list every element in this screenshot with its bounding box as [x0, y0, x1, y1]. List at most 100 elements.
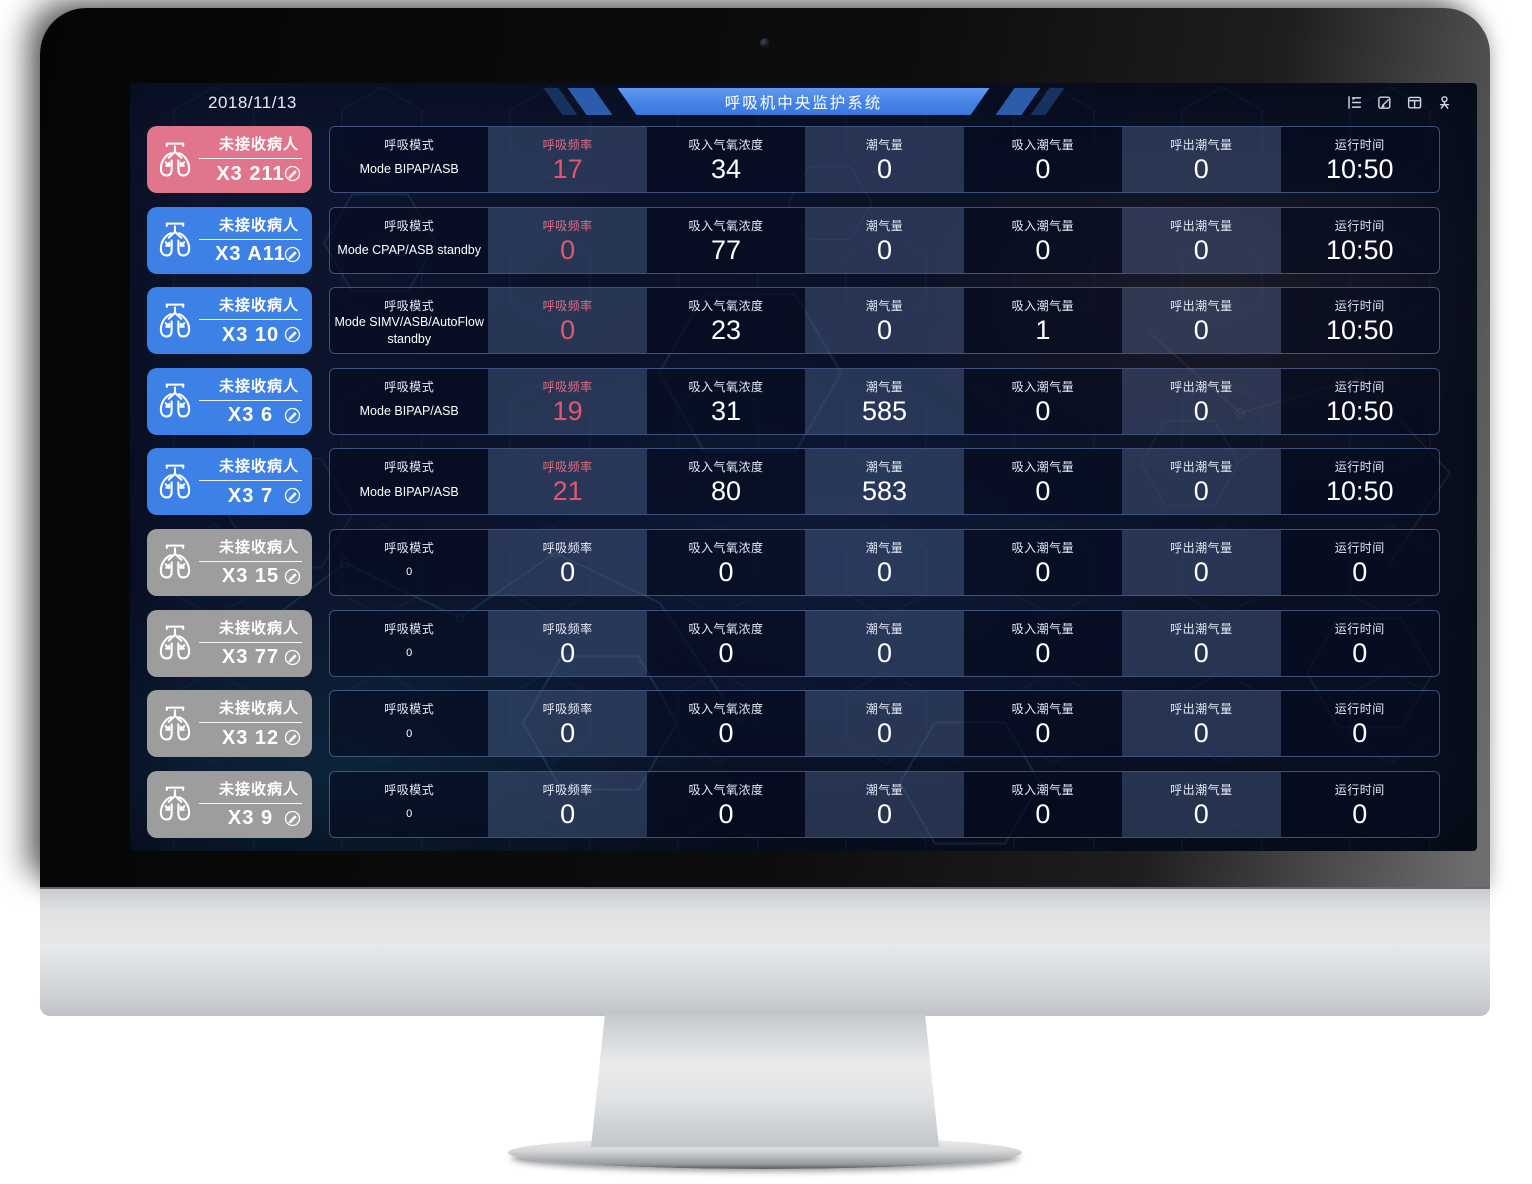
patient-status: 未接收病人 — [218, 458, 299, 476]
cell-label: 吸入气氧浓度 — [688, 540, 764, 555]
cell-tidal-out: 呼出潮气量 0 — [1122, 691, 1281, 757]
cell-runtime: 运行时间 10:50 — [1280, 207, 1439, 273]
cell-value: 0 — [1193, 798, 1209, 829]
cell-value: 0 — [560, 556, 576, 587]
cell-label: 呼出潮气量 — [1170, 379, 1233, 394]
edit-icon[interactable] — [284, 326, 301, 343]
patient-card[interactable]: 未接收病人 X3 9 — [147, 770, 312, 838]
cell-rate: 呼吸频率 17 — [488, 127, 647, 192]
cell-label: 吸入潮气量 — [1011, 460, 1075, 475]
cell-label: 呼吸频率 — [542, 218, 593, 233]
edit-icon[interactable] — [284, 568, 301, 585]
cell-label: 呼吸频率 — [542, 782, 593, 797]
cell-label: 运行时间 — [1334, 138, 1385, 152]
cell-label: 吸入潮气量 — [1011, 299, 1075, 314]
cell-label: 呼吸频率 — [542, 299, 593, 314]
patient-status: 未接收病人 — [218, 136, 299, 153]
cell-value: 0 — [1352, 718, 1368, 749]
cell-label: 呼吸模式 — [384, 460, 435, 475]
cell-label: 呼吸模式 — [384, 621, 435, 636]
patient-card[interactable]: 未接收病人 X3 7 — [147, 448, 312, 516]
cell-value: 17 — [552, 154, 583, 184]
cell-value: 0 — [718, 718, 734, 749]
card-divider — [199, 802, 302, 804]
lung-ventilator-icon — [155, 623, 195, 663]
cell-label: 呼吸频率 — [542, 540, 593, 555]
edit-icon[interactable] — [284, 165, 301, 182]
edit-icon[interactable] — [284, 729, 301, 746]
patient-info: 未接收病人 X3 211 — [199, 133, 302, 186]
patient-status: 未接收病人 — [218, 538, 299, 556]
cell-mode: 呼吸模式 Mode BIPAP/ASB — [330, 449, 489, 515]
cell-rate: 呼吸频率 0 — [488, 529, 647, 595]
patient-card[interactable]: 未接收病人 X3 12 — [147, 690, 312, 758]
cell-value: 583 — [861, 476, 907, 507]
cell-label: 运行时间 — [1334, 379, 1385, 394]
cell-value: 585 — [861, 395, 907, 426]
cell-label: 吸入气氧浓度 — [688, 702, 764, 717]
edit-icon[interactable] — [284, 487, 301, 504]
monitor-row: 未接收病人 X3 10 呼吸模式 Mode SIMV/ASB/AutoFlow … — [147, 287, 1440, 355]
patient-card[interactable]: 未接收病人 X3 77 — [147, 609, 312, 677]
cell-value: 21 — [552, 476, 583, 507]
card-divider — [199, 641, 302, 643]
cell-value: 0 — [560, 315, 576, 346]
cell-label: 呼吸模式 — [384, 299, 435, 314]
title-banner-group: 呼吸机中央监护系统 — [543, 88, 1064, 115]
patient-card[interactable]: 未接收病人 X3 15 — [147, 528, 312, 596]
cell-tidal-out: 呼出潮气量 0 — [1122, 368, 1281, 434]
cell-value: 0 — [876, 556, 892, 587]
cell-value: 0 — [1035, 637, 1051, 668]
cell-value: 0 — [560, 637, 576, 668]
collapse-menu-icon[interactable] — [1346, 94, 1363, 111]
cell-label: 呼出潮气量 — [1170, 540, 1233, 555]
cell-mode: 呼吸模式 Mode BIPAP/ASB — [330, 127, 489, 192]
cell-fio2: 吸入气氧浓度 23 — [646, 288, 806, 354]
cell-label: 呼吸模式 — [384, 218, 435, 233]
cell-rate: 呼吸频率 21 — [488, 449, 647, 515]
cell-tidal-out: 呼出潮气量 0 — [1122, 127, 1281, 192]
cell-fio2: 吸入气氧浓度 0 — [646, 529, 806, 595]
screen: 2018/11/13 呼吸机中央监护系统 — [130, 83, 1477, 851]
cell-label: 呼出潮气量 — [1170, 299, 1233, 314]
cell-label: 潮气量 — [865, 782, 904, 797]
edit-icon[interactable] — [284, 407, 301, 424]
cell-tidal: 潮气量 0 — [805, 691, 964, 757]
cell-mode: 呼吸模式 0 — [330, 691, 489, 757]
vitals-panel: 呼吸模式 0 呼吸频率 0 吸入气氧浓度 0 潮气量 0 吸入潮气量 0 呼出潮… — [329, 609, 1440, 677]
vitals-panel: 呼吸模式 Mode BIPAP/ASB 呼吸频率 19 吸入气氧浓度 31 潮气… — [329, 367, 1440, 435]
window-layout-icon[interactable] — [1406, 94, 1423, 111]
cell-value: 0 — [1193, 718, 1209, 749]
lung-ventilator-icon — [155, 704, 195, 744]
edit-icon[interactable] — [284, 810, 301, 827]
cell-label: 吸入潮气量 — [1011, 138, 1075, 152]
lung-ventilator-icon — [155, 301, 195, 341]
patient-id: X3 12 — [221, 726, 280, 749]
edit-note-icon[interactable] — [1376, 94, 1393, 111]
cell-label: 潮气量 — [865, 540, 904, 555]
toolbar — [1346, 94, 1453, 111]
patient-card[interactable]: 未接收病人 X3 A11 — [147, 206, 312, 274]
patient-card[interactable]: 未接收病人 X3 10 — [147, 287, 312, 355]
patient-status: 未接收病人 — [218, 377, 299, 395]
patient-card[interactable]: 未接收病人 X3 6 — [147, 367, 312, 435]
user-icon[interactable] — [1436, 94, 1453, 111]
edit-icon[interactable] — [284, 649, 301, 666]
cell-value: 19 — [552, 395, 583, 426]
cell-value: 0 — [876, 234, 892, 265]
cell-value: 77 — [711, 234, 742, 265]
cell-label: 呼吸频率 — [542, 379, 593, 394]
patient-id: X3 211 — [216, 162, 285, 185]
lung-ventilator-icon — [155, 140, 195, 180]
patient-card[interactable]: 未接收病人 X3 211 — [147, 126, 312, 193]
page-title: 呼吸机中央监护系统 — [618, 88, 990, 115]
cell-label: 运行时间 — [1334, 299, 1385, 314]
cell-label: 潮气量 — [865, 379, 904, 394]
cell-value: 0 — [876, 798, 892, 829]
cell-value: 10:50 — [1325, 234, 1394, 265]
vitals-panel: 呼吸模式 0 呼吸频率 0 吸入气氧浓度 0 潮气量 0 吸入潮气量 0 呼出潮… — [329, 528, 1440, 596]
cell-label: 运行时间 — [1334, 621, 1385, 636]
cell-label: 呼出潮气量 — [1170, 621, 1233, 636]
patient-status: 未接收病人 — [218, 619, 299, 637]
edit-icon[interactable] — [284, 246, 301, 263]
